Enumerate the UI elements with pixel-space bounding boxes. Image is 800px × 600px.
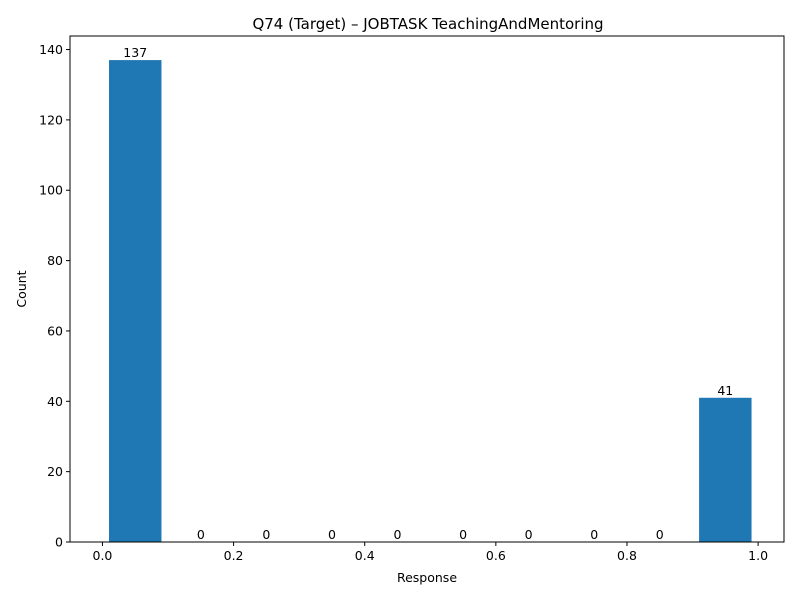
x-tick-label-5: 1.0 [748, 548, 768, 563]
y-tick-label-1: 20 [47, 464, 63, 479]
plot-frame [69, 35, 785, 543]
bar-value-label-1: 0 [197, 527, 205, 542]
x-tick-label-2: 0.4 [355, 548, 375, 563]
x-tick-label-4: 0.8 [617, 548, 637, 563]
x-axis-ticks: 0.0 0.2 0.4 0.6 0.8 1.0 [93, 542, 768, 563]
bar-labels-group: 137 0 0 0 0 0 0 0 0 41 [123, 45, 733, 542]
bar-value-label-3: 0 [328, 527, 336, 542]
y-tick-label-6: 120 [39, 112, 63, 127]
bar-value-label-4: 0 [394, 527, 402, 542]
bar-value-label-5: 0 [459, 527, 467, 542]
y-tick-label-4: 80 [47, 253, 63, 268]
bar-value-label-8: 0 [656, 527, 664, 542]
x-tick-label-3: 0.6 [486, 548, 506, 563]
bars-group [109, 60, 752, 542]
y-axis-label: Count [14, 270, 29, 307]
y-tick-label-3: 60 [47, 323, 63, 338]
x-tick-label-1: 0.2 [224, 548, 244, 563]
bar-value-label-6: 0 [525, 527, 533, 542]
bar-9 [699, 397, 752, 542]
y-tick-label-5: 100 [39, 183, 63, 198]
bar-value-label-7: 0 [590, 527, 598, 542]
bar-0 [109, 60, 162, 542]
y-tick-label-7: 140 [39, 42, 63, 57]
x-tick-label-0: 0.0 [93, 548, 113, 563]
y-tick-label-0: 0 [55, 535, 63, 550]
chart-title: Q74 (Target) – JOBTASK TeachingAndMentor… [252, 15, 603, 33]
bar-value-label-0: 137 [123, 45, 147, 60]
y-tick-label-2: 40 [47, 394, 63, 409]
bar-value-label-2: 0 [262, 527, 270, 542]
x-axis-label: Response [397, 570, 457, 585]
y-axis-ticks: 0 20 40 60 80 100 120 140 [39, 42, 70, 550]
bar-value-label-9: 41 [717, 383, 733, 398]
